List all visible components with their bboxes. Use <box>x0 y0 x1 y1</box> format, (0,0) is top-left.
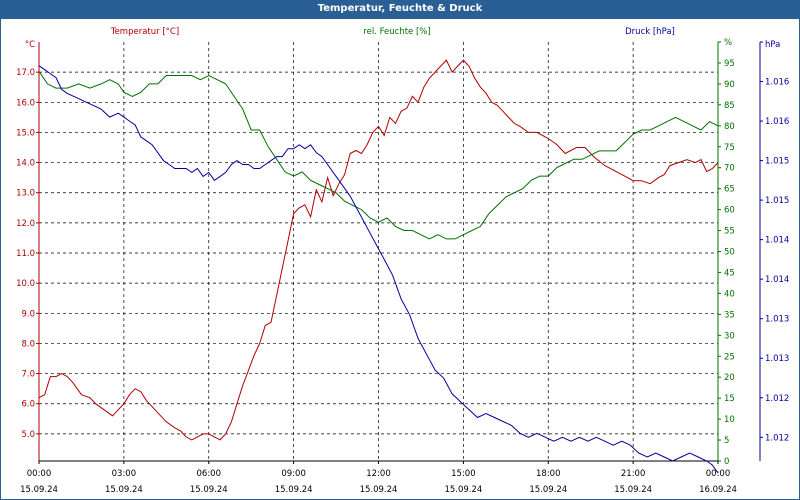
x-tick-date-label: 15.09.24 <box>20 485 58 495</box>
x-tick-date-label: 16.09.24 <box>699 485 737 495</box>
humidity-series-line <box>38 71 719 240</box>
temperature-tick-label: 13.0 <box>16 189 35 199</box>
pressure-axis-title: Druck [hPa] <box>625 27 675 37</box>
x-tick-time-label: 00:00 <box>27 469 52 479</box>
humidity-tick-label: 95 <box>724 59 735 69</box>
temperature-tick-label: 5.0 <box>21 430 35 440</box>
humidity-tick-label: 10 <box>724 415 735 425</box>
x-tick-time-label: 03:00 <box>112 469 137 479</box>
temperature-tick-label: 14.0 <box>16 159 35 169</box>
temperature-tick-label: 17.0 <box>16 68 35 78</box>
humidity-tick-label: 85 <box>724 101 735 111</box>
temperature-tick-label: 15.0 <box>16 128 35 138</box>
humidity-axis-title: rel. Feuchte [%] <box>363 27 430 37</box>
temperature-tick-label: 11.0 <box>16 249 35 259</box>
window-title: Temperatur, Feuchte & Druck <box>0 0 800 18</box>
humidity-tick-label: 0 <box>724 457 729 467</box>
humidity-tick-label: 50 <box>724 248 735 258</box>
pressure-series-line <box>38 65 719 474</box>
x-tick-time-label: 18:00 <box>536 469 561 479</box>
x-tick-time-label: 12:00 <box>366 469 391 479</box>
humidity-tick-label: 35 <box>724 310 735 320</box>
pressure-tick-label: 1.012 <box>765 433 789 443</box>
humidity-tick-label: 60 <box>724 206 735 216</box>
humidity-tick-label: 15 <box>724 394 735 404</box>
pressure-tick-label: 1.012 <box>765 394 789 404</box>
pressure-tick-label: 1.015 <box>765 157 789 167</box>
humidity-tick-label: 75 <box>724 143 735 153</box>
pressure-tick-label: 1.016 <box>765 78 789 88</box>
humidity-tick-label: 70 <box>724 164 735 174</box>
humidity-tick-label: 65 <box>724 185 735 195</box>
pressure-tick-label: 1.013 <box>765 354 789 364</box>
x-tick-date-label: 15.09.24 <box>360 485 398 495</box>
temperature-series-line <box>38 59 719 441</box>
humidity-tick-label: 45 <box>724 268 735 278</box>
x-tick-time-label: 06:00 <box>197 469 222 479</box>
humidity-tick-label: 20 <box>724 373 735 383</box>
humidity-tick-label: 40 <box>724 289 735 299</box>
x-tick-time-label: 00:00 <box>706 469 731 479</box>
x-tick-time-label: 21:00 <box>621 469 646 479</box>
humidity-tick-label: % <box>724 38 732 48</box>
pressure-tick-label: 1.014 <box>765 236 789 246</box>
humidity-tick-label: 55 <box>724 227 735 237</box>
temperature-tick-label: 6.0 <box>21 400 35 410</box>
x-tick-date-label: 15.09.24 <box>105 485 143 495</box>
x-tick-date-label: 15.09.24 <box>444 485 482 495</box>
humidity-tick-label: 80 <box>724 122 735 132</box>
temperature-axis-title: Temperatur [°C] <box>110 27 179 37</box>
pressure-tick-label: hPa <box>765 40 780 50</box>
temperature-tick-label: 12.0 <box>16 219 35 229</box>
temperature-unit-label: °C <box>25 40 35 50</box>
x-tick-date-label: 15.09.24 <box>614 485 652 495</box>
humidity-tick-label: 5 <box>724 436 729 446</box>
temperature-tick-label: 10.0 <box>16 279 35 289</box>
pressure-tick-label: 1.013 <box>765 315 789 325</box>
humidity-tick-label: 30 <box>724 331 735 341</box>
x-tick-date-label: 15.09.24 <box>275 485 313 495</box>
humidity-tick-label: 90 <box>724 80 735 90</box>
temperature-tick-label: 8.0 <box>21 339 35 349</box>
x-tick-time-label: 09:00 <box>281 469 306 479</box>
pressure-tick-label: 1.015 <box>765 196 789 206</box>
x-tick-date-label: 15.09.24 <box>529 485 567 495</box>
pressure-tick-label: 1.016 <box>765 117 789 127</box>
x-tick-time-label: 15:00 <box>451 469 476 479</box>
temperature-tick-label: 7.0 <box>21 370 35 380</box>
temperature-tick-label: 16.0 <box>16 98 35 108</box>
x-tick-date-label: 15.09.24 <box>190 485 228 495</box>
pressure-tick-label: 1.014 <box>765 275 789 285</box>
temperature-tick-label: 9.0 <box>21 309 35 319</box>
humidity-tick-label: 25 <box>724 352 735 362</box>
